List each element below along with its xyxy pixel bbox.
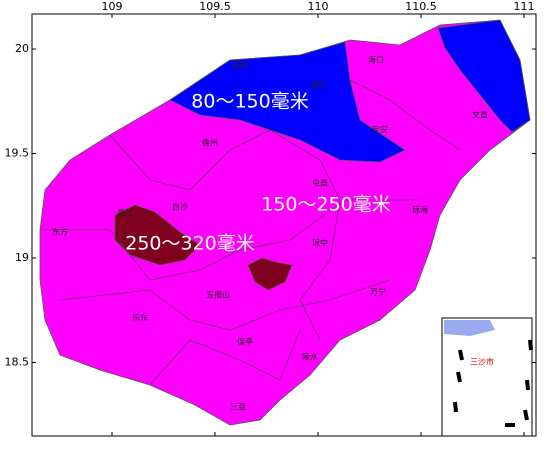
place-label: 文昌 <box>472 110 488 120</box>
inset-sea <box>444 320 495 336</box>
x-tick-label: 109.5 <box>199 0 231 13</box>
maroon-zone <box>247 257 293 291</box>
x-tick-label: 111 <box>514 0 535 13</box>
place-label: 定安 <box>372 125 388 135</box>
y-tick-label: 19 <box>15 251 29 264</box>
zone-label: 80～150毫米 <box>191 91 308 113</box>
x-tick-label: 110 <box>308 0 329 13</box>
place-label: 儋州 <box>202 138 218 148</box>
inset-frame <box>441 317 533 437</box>
inset-dashes <box>453 339 533 427</box>
zone-label: 250～320毫米 <box>125 233 255 255</box>
place-label: 海口 <box>368 55 384 65</box>
x-tick-label: 109 <box>102 0 123 13</box>
maroon-zone <box>114 204 201 266</box>
place-label: 临高 <box>232 60 248 70</box>
y-tick-label: 18.5 <box>5 356 30 369</box>
place-label: 昌江 <box>117 209 133 218</box>
place-label: 屯昌 <box>312 178 328 188</box>
place-label: 五指山 <box>206 290 230 300</box>
place-label: 澄迈 <box>310 80 326 90</box>
place-label: 保亭 <box>237 337 253 347</box>
y-tick-label: 19.5 <box>5 147 30 160</box>
x-tick-label: 110.5 <box>405 0 437 13</box>
place-label: 陵水 <box>302 352 318 362</box>
place-label: 乐东 <box>132 313 148 323</box>
place-label: 白沙 <box>172 202 188 212</box>
y-tick-label: 20 <box>15 42 29 55</box>
blue-zone <box>437 19 531 133</box>
county-borders <box>40 79 461 386</box>
place-label: 琼海 <box>412 205 428 215</box>
zone-label: 150～250毫米 <box>261 194 391 216</box>
place-label: 万宁 <box>370 287 386 297</box>
inset-label: 三沙市 <box>470 357 494 367</box>
place-label: 东方 <box>52 227 68 237</box>
place-label: 三亚 <box>230 403 246 412</box>
blue-zone <box>169 41 406 163</box>
place-label: 琼中 <box>312 238 328 248</box>
